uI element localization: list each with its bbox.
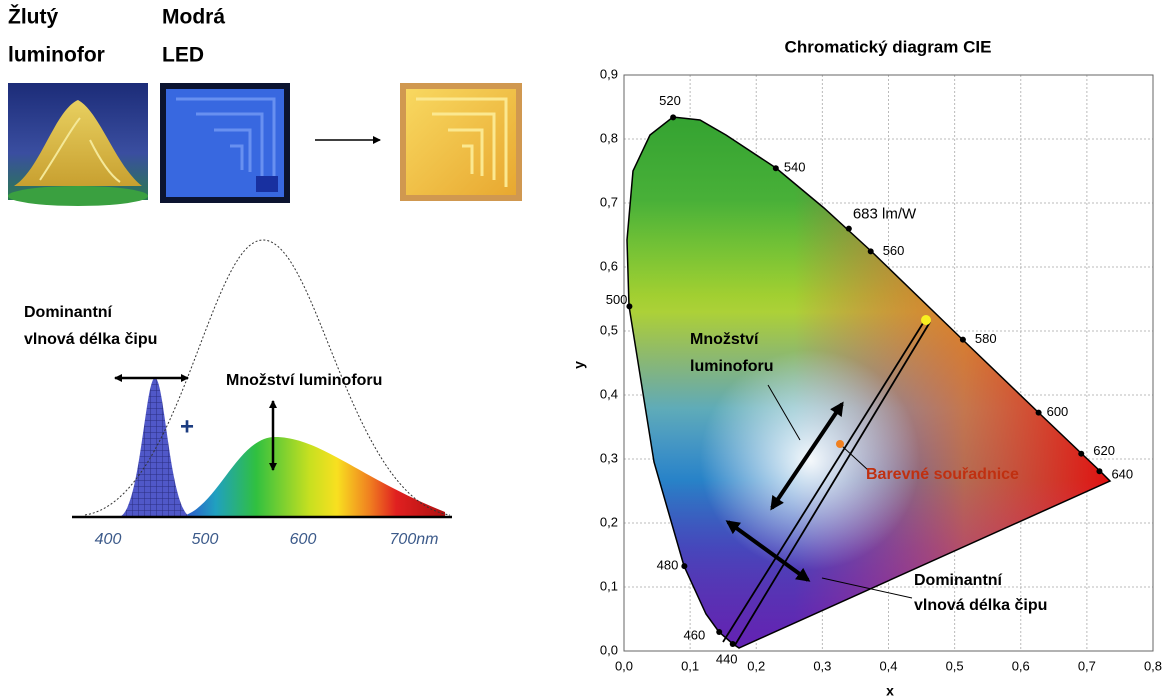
y-tick-label: 0,0 xyxy=(600,642,618,657)
x-tick-label: 0,3 xyxy=(813,658,831,673)
locus-label: 580 xyxy=(975,331,997,346)
locus-label: 600 xyxy=(1047,404,1069,419)
axis-label: 700nm xyxy=(390,531,439,548)
x-tick-label: 0,0 xyxy=(615,658,633,673)
phosphor-spectrum xyxy=(175,437,445,517)
y-axis-label: y xyxy=(571,361,587,369)
x-tick-label: 0,8 xyxy=(1144,658,1162,673)
locus-point xyxy=(1078,450,1085,457)
phosphor-label: Žlutý xyxy=(8,5,58,29)
efficacy-point xyxy=(845,225,852,232)
annotation: luminoforu xyxy=(690,358,774,375)
locus-label: 620 xyxy=(1093,443,1115,458)
x-tick-label: 0,2 xyxy=(747,658,765,673)
locus-label: 440 xyxy=(716,651,738,666)
led-label: Modrá xyxy=(162,6,225,29)
locus-point xyxy=(772,165,779,172)
annotation: vlnová délka čipu xyxy=(914,597,1047,614)
locus-point xyxy=(1035,409,1042,416)
locus-point xyxy=(729,641,736,648)
locus-label: 500 xyxy=(606,292,628,307)
spectral-locus xyxy=(626,116,1112,649)
y-tick-label: 0,5 xyxy=(600,322,618,337)
axis-label: 400 xyxy=(95,531,122,548)
locus-label: 480 xyxy=(657,558,679,573)
y-tick-label: 0,3 xyxy=(600,450,618,465)
x-axis-label: x xyxy=(886,683,894,698)
locus-label: 540 xyxy=(784,160,806,175)
locus-point xyxy=(959,336,966,343)
led-photo xyxy=(160,83,290,203)
plot-frame xyxy=(623,74,1154,652)
locus-point xyxy=(716,628,723,635)
locus-label: 560 xyxy=(883,243,905,258)
y-tick-label: 0,8 xyxy=(600,130,618,145)
annotation: Množství xyxy=(690,331,759,348)
y-tick-label: 0,4 xyxy=(600,386,618,401)
locus-point xyxy=(1096,468,1103,475)
led-label: LED xyxy=(162,44,204,67)
phosphor-photo xyxy=(8,83,148,206)
y-tick-label: 0,9 xyxy=(600,66,618,81)
locus-point xyxy=(867,248,874,255)
cie-title: Chromatický diagram CIE xyxy=(785,37,992,56)
locus-points: 520 540 560 580 600 620 640 500 480 460 440 683 lm/… xyxy=(606,93,1133,667)
x-tick-label: 0,4 xyxy=(879,658,897,673)
led-spectrum xyxy=(118,378,192,517)
axis-label: 600 xyxy=(290,531,317,548)
locus-fill xyxy=(627,117,1110,648)
locus-label: 460 xyxy=(684,627,706,642)
annotation: Dominantní xyxy=(914,572,1003,589)
axis-label: 500 xyxy=(192,531,219,548)
cie-annotations xyxy=(722,315,931,646)
chip-photo xyxy=(400,83,522,201)
dominant-label: Dominantní xyxy=(24,304,113,321)
efficacy-label: 683 lm/W xyxy=(853,206,917,223)
locus-point xyxy=(670,114,677,121)
x-tick-label: 0,7 xyxy=(1078,658,1096,673)
plus: + xyxy=(180,413,194,440)
locus-label: 520 xyxy=(659,93,681,108)
phosphor-amount-label: Množství luminoforu xyxy=(226,372,382,389)
x-tick-label: 0,6 xyxy=(1012,658,1030,673)
locus-point xyxy=(681,563,688,570)
locus-point xyxy=(626,303,633,310)
x-tick-label: 0,5 xyxy=(946,658,964,673)
locus-label: 640 xyxy=(1111,467,1133,482)
y-tick-label: 0,2 xyxy=(600,514,618,529)
annotation: Barevné souřadnice xyxy=(866,466,1019,483)
phosphor-label: luminofor xyxy=(8,44,105,67)
x-tick-label: 0,1 xyxy=(681,658,699,673)
y-tick-label: 0,7 xyxy=(600,194,618,209)
dominant-label: vlnová délka čipu xyxy=(24,331,157,348)
y-tick-label: 0,1 xyxy=(600,578,618,593)
spectrum xyxy=(72,239,452,519)
y-tick-label: 0,6 xyxy=(600,258,618,273)
